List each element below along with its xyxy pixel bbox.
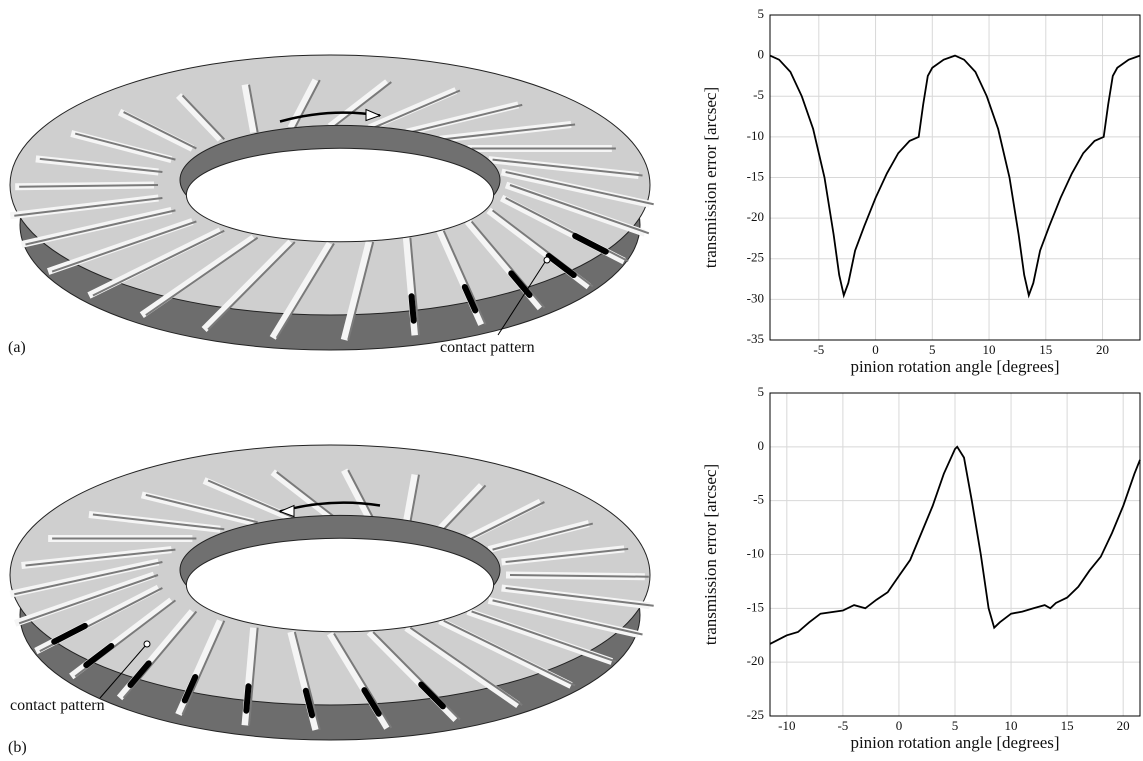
x-axis-label: pinion rotation angle [degrees] [850,357,1059,376]
y-tick-label: 5 [758,6,765,21]
y-tick-label: 0 [758,47,765,62]
y-axis-label: transmission error [arcsec] [701,464,720,645]
x-tick-label: 15 [1061,718,1074,733]
x-tick-label: -5 [837,718,848,733]
x-tick-label: -10 [778,718,795,733]
x-tick-label: 10 [983,342,996,357]
panel-label: (a) [8,339,26,356]
annotation: contact pattern [10,697,105,714]
chart: -25 -20 -15 -10 -5 0 5 -10 -5 0 5 10 15 20 pinion rota… [701,384,1140,752]
panel-label: (b) [8,739,27,756]
gear-renderings [10,55,654,740]
y-tick-label: -15 [747,599,764,614]
chart: -35 -30 -25 -20 -15 -10 -5 0 5 -5 0 5 10 15 20 pinion r… [701,6,1140,376]
y-tick-label: -15 [747,168,764,183]
y-tick-label: -20 [747,209,764,224]
marker [544,257,550,263]
contact-stripe [246,686,248,710]
gear-bore [186,148,493,242]
x-axis-label: pinion rotation angle [degrees] [850,733,1059,752]
x-tick-label: 5 [952,718,959,733]
x-tick-label: 15 [1039,342,1052,357]
figure: (a) contact pattern (b) contact pattern … [0,0,1143,761]
x-tick-label: 20 [1117,718,1130,733]
y-tick-label: -35 [747,331,764,346]
gear-bore [186,538,493,632]
contact-stripe [412,296,414,320]
data-line [770,56,1140,296]
y-tick-label: -10 [747,545,764,560]
x-tick-label: 5 [929,342,936,357]
y-tick-label: -5 [753,492,764,507]
y-tick-label: -25 [747,250,764,265]
y-tick-label: 5 [758,384,765,399]
x-tick-label: 0 [872,342,879,357]
annotation: contact pattern [440,339,535,356]
y-axis-label: transmission error [arcsec] [701,87,720,268]
x-tick-label: 10 [1005,718,1018,733]
marker [144,641,150,647]
y-tick-label: 0 [758,438,765,453]
y-tick-label: -20 [747,653,764,668]
y-tick-label: -30 [747,290,764,305]
x-tick-label: 20 [1096,342,1109,357]
y-tick-label: -5 [753,87,764,102]
x-tick-label: -5 [813,342,824,357]
y-tick-label: -25 [747,707,764,722]
x-tick-label: 0 [896,718,903,733]
y-tick-label: -10 [747,128,764,143]
